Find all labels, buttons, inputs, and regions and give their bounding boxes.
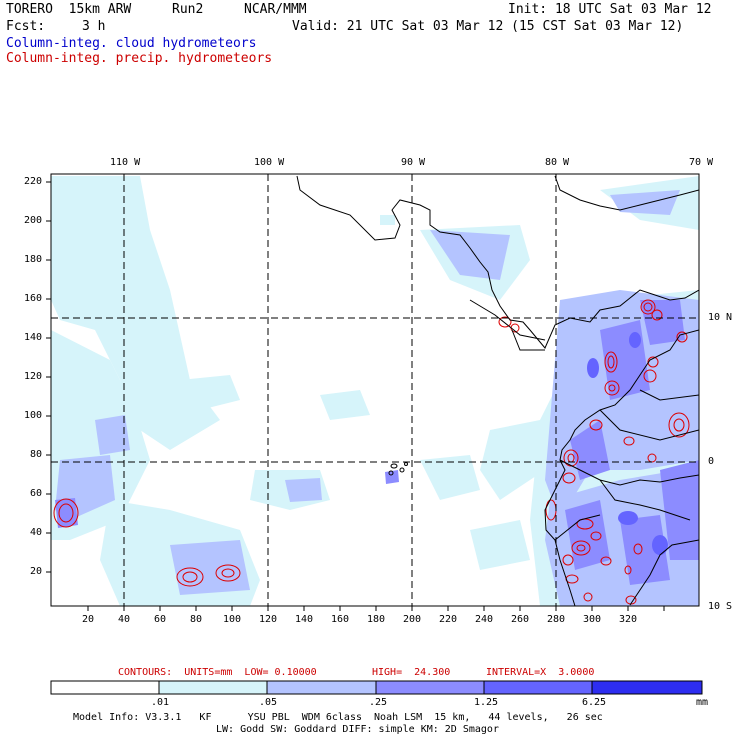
field-precip-title: Column-integ. precip. hydrometeors	[6, 51, 273, 66]
run-label: Run2	[172, 2, 204, 17]
x-tick-label: 140	[295, 614, 314, 625]
y-tick-label: 80	[30, 449, 43, 460]
y-tick-label: 40	[30, 527, 43, 538]
x-tick-label: 120	[259, 614, 278, 625]
lon-label: 70 W	[689, 157, 714, 168]
colorbar-bin	[483, 680, 593, 695]
lon-label: 100 W	[254, 157, 285, 168]
contour-units: CONTOURS: UNITS=mm LOW= 0.10000	[118, 667, 317, 678]
axis-ticks	[46, 181, 665, 611]
valid-time: Valid: 21 UTC Sat 03 Mar 12 (15 CST Sat …	[292, 19, 684, 34]
y-tick-label: 120	[24, 371, 43, 382]
colorbar-bin	[50, 680, 160, 695]
x-tick-label: 40	[118, 614, 131, 625]
x-tick-label: 240	[475, 614, 494, 625]
model-physics: LW: Godd SW: Goddard DIFF: simple KM: 2D…	[216, 724, 499, 735]
y-tick-label: 200	[24, 215, 43, 226]
colorbar-label: .25	[369, 697, 388, 708]
lon-label: 80 W	[545, 157, 570, 168]
x-tick-label: 180	[367, 614, 386, 625]
x-tick-label: 160	[331, 614, 350, 625]
x-tick-label: 300	[583, 614, 602, 625]
y-tick-label: 60	[30, 488, 43, 499]
forecast-hour: 3 h	[82, 19, 106, 34]
colorbar-label: 6.25	[582, 697, 607, 708]
colorbar-label: .05	[259, 697, 278, 708]
colorbar-bin	[266, 680, 377, 695]
x-tick-label: 80	[190, 614, 203, 625]
forecast-label: Fcst:	[6, 19, 46, 34]
lon-label: 110 W	[110, 157, 141, 168]
colorbar-bin	[375, 680, 485, 695]
lat-label: 10 S	[708, 601, 733, 612]
x-tick-label: 100	[223, 614, 242, 625]
x-tick-label: 20	[82, 614, 95, 625]
colorbar-bin	[591, 680, 703, 695]
colorbar-label: 1.25	[474, 697, 499, 708]
contour-interval: INTERVAL=X 3.0000	[486, 667, 595, 678]
x-tick-label: 260	[511, 614, 530, 625]
colorbar-unit: mm	[696, 697, 709, 708]
x-tick-label: 60	[154, 614, 167, 625]
coastlines	[296, 175, 699, 606]
org-label: NCAR/MMM	[244, 2, 307, 17]
y-tick-label: 100	[24, 410, 43, 421]
map-frame	[50, 173, 700, 607]
lat-lon-grid	[51, 174, 699, 606]
contour-high: HIGH= 24.300	[372, 667, 451, 678]
x-tick-label: 200	[403, 614, 422, 625]
y-tick-label: 160	[24, 293, 43, 304]
y-tick-label: 180	[24, 254, 43, 265]
x-tick-label: 320	[619, 614, 638, 625]
colorbar-bin	[158, 680, 268, 695]
field-cloud-title: Column-integ. cloud hydrometeors	[6, 36, 257, 51]
model-info: Model Info: V3.3.1 KF YSU PBL WDM 6class…	[73, 712, 603, 723]
lat-label: 0	[708, 456, 715, 467]
y-tick-label: 220	[24, 176, 43, 187]
y-tick-label: 20	[30, 566, 43, 577]
lon-label: 90 W	[401, 157, 426, 168]
x-tick-label: 220	[439, 614, 458, 625]
y-tick-label: 140	[24, 332, 43, 343]
cloud-heavy-areas	[55, 300, 699, 585]
lat-label: 10 N	[708, 312, 733, 323]
x-tick-label: 280	[547, 614, 566, 625]
init-time: Init: 18 UTC Sat 03 Mar 12	[508, 2, 712, 17]
model-name: TORERO 15km ARW	[6, 2, 132, 17]
colorbar-label: .01	[151, 697, 170, 708]
